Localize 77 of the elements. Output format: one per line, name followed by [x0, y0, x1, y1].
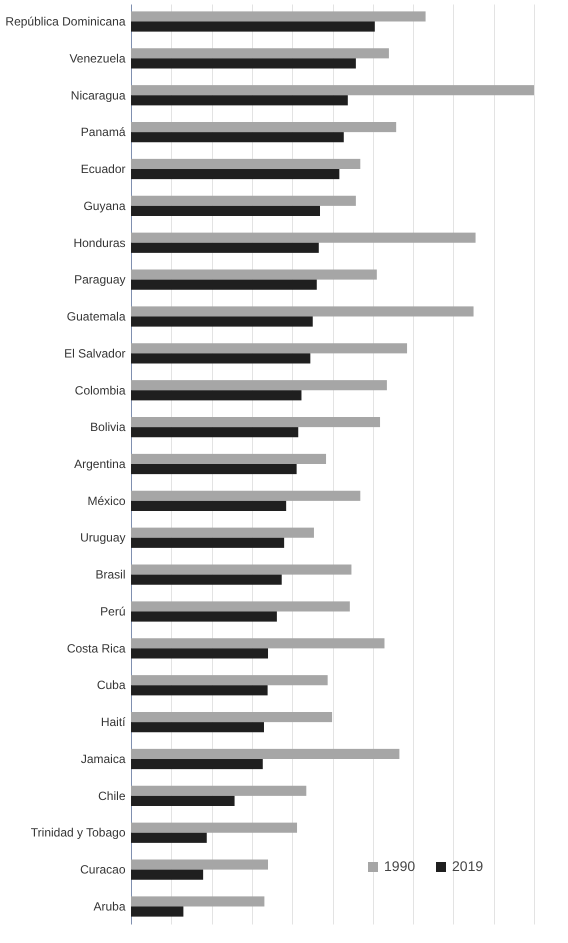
y-tick-label: Cuba	[96, 678, 126, 692]
bar	[131, 390, 302, 400]
y-tick-label: Perú	[100, 604, 126, 618]
bar	[131, 822, 298, 833]
bar	[131, 786, 306, 796]
bar	[131, 500, 286, 512]
y-tick-label: Brasil	[95, 568, 126, 582]
y-tick-label: Paraguay	[74, 272, 126, 287]
bar	[131, 206, 320, 216]
bar	[131, 158, 360, 170]
y-tick-label: Panamá	[80, 125, 126, 140]
bar	[131, 538, 284, 548]
bar	[131, 685, 268, 696]
bar	[131, 528, 314, 538]
bar	[131, 132, 344, 142]
bar	[131, 22, 375, 32]
bar	[131, 95, 348, 106]
bar	[131, 870, 204, 880]
y-tick-label: Colombia	[74, 383, 126, 398]
bar	[131, 169, 340, 180]
bar	[131, 316, 313, 327]
bar	[131, 306, 474, 317]
bar	[131, 675, 328, 686]
bar	[131, 832, 207, 843]
bar	[131, 896, 264, 906]
bar	[131, 353, 310, 364]
bar	[131, 758, 263, 770]
y-tick-label: Jamaica	[80, 752, 126, 766]
bar	[131, 906, 184, 917]
bar	[131, 796, 235, 806]
bar	[131, 601, 350, 612]
bar	[131, 427, 298, 438]
y-tick-label: Guyana	[83, 198, 126, 213]
y-tick-label: República Dominicana	[5, 14, 126, 29]
bar	[131, 48, 389, 58]
bar	[131, 343, 408, 354]
y-tick-label: Haití	[100, 715, 126, 730]
bar	[131, 748, 400, 759]
y-tick-label: Argentina	[74, 457, 126, 471]
bar	[131, 454, 326, 464]
bar	[131, 574, 282, 585]
y-tick-label: Venezuela	[69, 51, 126, 66]
y-tick-label: Nicaragua	[70, 88, 126, 102]
y-tick-label: México	[87, 494, 126, 508]
bar	[131, 611, 277, 622]
bar	[131, 232, 476, 243]
bar	[131, 380, 387, 390]
y-tick-label: Bolivia	[90, 420, 126, 434]
bar	[131, 638, 384, 648]
bar	[131, 490, 360, 501]
bar	[131, 416, 380, 428]
bar	[131, 269, 377, 280]
bar	[131, 280, 317, 290]
y-tick-label: Aruba	[93, 899, 126, 914]
bar	[131, 122, 396, 132]
bar	[131, 648, 268, 659]
y-tick-label: Costa Rica	[66, 641, 126, 656]
y-tick-label: Trinidad y Tobago	[30, 826, 126, 840]
bar	[131, 242, 319, 253]
bar	[131, 859, 268, 870]
y-tick-label: Guatemala	[66, 310, 126, 324]
y-tick-label: Ecuador	[80, 162, 126, 176]
bar	[131, 196, 356, 206]
y-tick-label: Honduras	[73, 236, 126, 250]
bar	[131, 464, 297, 474]
legend-label: 1990	[384, 858, 416, 874]
bar	[131, 722, 264, 732]
y-tick-label: El Salvador	[64, 346, 126, 360]
bar	[131, 58, 356, 69]
bar	[131, 85, 534, 96]
y-tick-label: Uruguay	[80, 530, 126, 545]
legend-label: 2019	[452, 858, 484, 874]
bar	[131, 712, 332, 722]
y-tick-label: Chile	[98, 788, 126, 803]
bar	[131, 11, 426, 22]
bar	[131, 564, 352, 575]
y-tick-label: Curacao	[80, 862, 126, 877]
